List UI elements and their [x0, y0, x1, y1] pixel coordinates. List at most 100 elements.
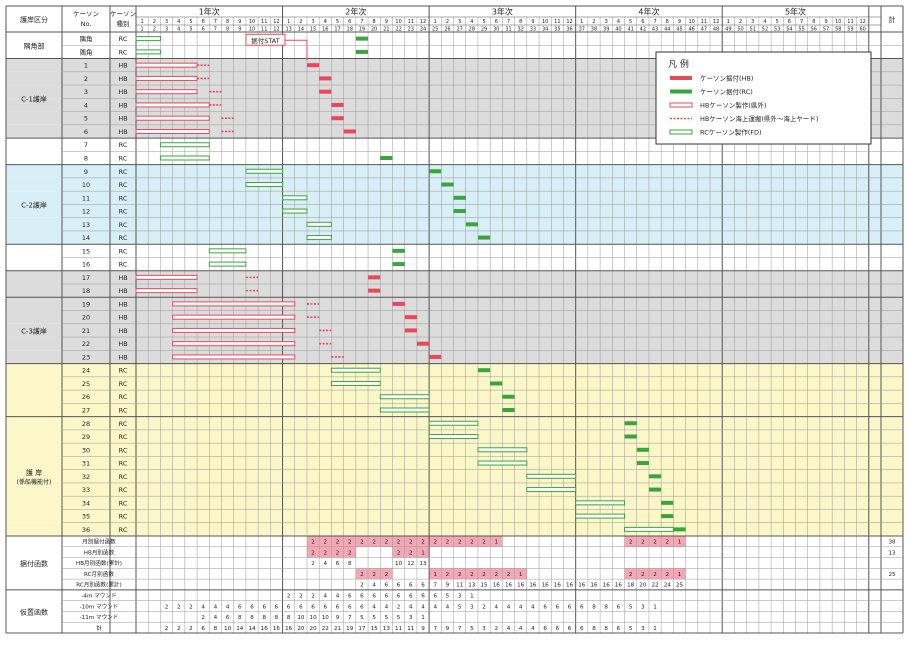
summary-highlight-cell — [648, 536, 662, 547]
row-no-label: 26 — [82, 393, 90, 401]
summary-cell: 7 — [458, 626, 462, 632]
legend-swatch-rc-placement — [670, 89, 692, 94]
task-hb-placement — [319, 76, 332, 81]
summary-cell: 2 — [324, 540, 328, 546]
summary-cell: 2 — [336, 540, 340, 546]
summary-cell: 4 — [372, 583, 376, 589]
summary-cell: 4 — [507, 604, 511, 610]
row-no-label: 16 — [82, 261, 90, 269]
year-label: 1年次 — [199, 7, 220, 17]
month-seq-label: 16 — [322, 27, 328, 33]
summary-cell: 3 — [641, 604, 645, 610]
summary-cell: 9 — [421, 626, 425, 632]
task-hb-fabrication — [135, 89, 198, 95]
month-seq-label: 32 — [518, 27, 524, 33]
task-rc-fabrication — [428, 434, 479, 440]
summary-cell: 6 — [360, 593, 364, 599]
summary-cell: 2 — [409, 540, 413, 546]
task-rc-fabrication — [306, 221, 332, 227]
task-rc-fabrication — [282, 195, 308, 201]
summary-cell: 2 — [665, 540, 669, 546]
group-label: 隅角部 — [24, 41, 45, 50]
summary-cell: 16 — [517, 583, 525, 589]
task-hb-placement — [368, 275, 381, 280]
summary-cell: 6 — [348, 593, 352, 599]
summary-cell: 6 — [287, 604, 291, 610]
task-hb-placement — [404, 328, 417, 333]
summary-cell: 6 — [201, 626, 205, 632]
month-tick-label: 6 — [202, 19, 205, 25]
group-label: C-3護岸 — [21, 326, 47, 335]
month-tick-label: 9 — [824, 19, 827, 25]
legend-box — [655, 51, 872, 145]
row-type-label: RC — [119, 261, 128, 269]
summary-cell: 4 — [336, 593, 340, 599]
task-hb-placement — [368, 288, 381, 293]
month-seq-label: 14 — [298, 27, 304, 33]
row-no-label: 28 — [82, 420, 90, 428]
row-no-label: 35 — [82, 513, 90, 521]
summary-cell: 2 — [653, 540, 657, 546]
summary-cell: 2 — [385, 540, 389, 546]
task-rc-placement — [392, 262, 405, 267]
month-tick-label: 5 — [776, 19, 779, 25]
row-type-label: HB — [118, 128, 127, 136]
legend-swatch-hb-fabrication — [669, 102, 693, 108]
row-type-label: RC — [119, 473, 128, 481]
row-no-label: 29 — [82, 433, 90, 441]
month-tick-label: 2 — [739, 19, 742, 25]
year-label: 2年次 — [345, 7, 366, 17]
summary-cell: 16 — [493, 583, 501, 589]
month-tick-label: 11 — [408, 19, 414, 25]
row-type-label: HB — [118, 101, 127, 109]
task-hb-placement — [416, 341, 430, 346]
task-hb-placement — [404, 315, 417, 320]
summary-cell: 10 — [310, 615, 318, 621]
summary-cell: 2 — [397, 604, 401, 610]
summary-cell: 2 — [470, 572, 474, 578]
header-no-sub: No. — [81, 20, 92, 28]
task-rc-placement — [502, 408, 515, 412]
month-tick-label: 11 — [554, 19, 560, 25]
summary-cell: 6 — [360, 604, 364, 610]
summary-cell: 2 — [201, 615, 205, 621]
summary-cell: 2 — [165, 626, 169, 632]
summary-highlight-cell — [453, 536, 466, 547]
month-tick-label: 7 — [360, 19, 363, 25]
summary-highlight-cell — [636, 568, 649, 580]
summary-cell: 4 — [433, 604, 437, 610]
task-rc-placement — [477, 368, 491, 373]
month-tick-label: 4 — [763, 19, 766, 25]
month-seq-label: 4 — [177, 27, 180, 33]
summary-cell: 16 — [542, 583, 550, 589]
month-tick-label: 10 — [395, 19, 401, 25]
row-type-label: HB — [118, 75, 127, 83]
month-tick-label: 8 — [373, 19, 376, 25]
month-seq-label: 10 — [249, 27, 255, 33]
row-no-label: 8 — [84, 155, 88, 163]
summary-cell: 8 — [348, 561, 352, 567]
row-band — [6, 310, 903, 324]
summary-cell: 1 — [433, 572, 437, 578]
row-type-label: HB — [118, 353, 127, 361]
summary-cell: 7 — [348, 615, 352, 621]
summary-cell: 20 — [639, 583, 647, 589]
summary-highlight-cell — [429, 568, 442, 580]
row-no-label: 18 — [82, 287, 90, 295]
row-type-label: RC — [119, 433, 128, 441]
summary-highlight-cell — [429, 536, 442, 547]
row-band — [6, 363, 903, 377]
task-rc-fabrication — [379, 407, 430, 413]
summary-cell: 16 — [566, 583, 574, 589]
summary-row-label: -11m マウンド — [80, 613, 119, 621]
month-tick-label: 12 — [859, 19, 865, 25]
summary-cell: 22 — [651, 583, 658, 589]
summary-cell: 4 — [421, 604, 425, 610]
month-seq-label: 1 — [141, 27, 144, 33]
row-no-label: 6 — [84, 128, 88, 136]
task-hb-fabrication — [135, 75, 198, 81]
month-seq-label: 18 — [347, 27, 353, 33]
row-no-label: 14 — [82, 234, 90, 242]
month-tick-label: 4 — [177, 19, 180, 25]
summary-cell: 2 — [287, 593, 291, 599]
